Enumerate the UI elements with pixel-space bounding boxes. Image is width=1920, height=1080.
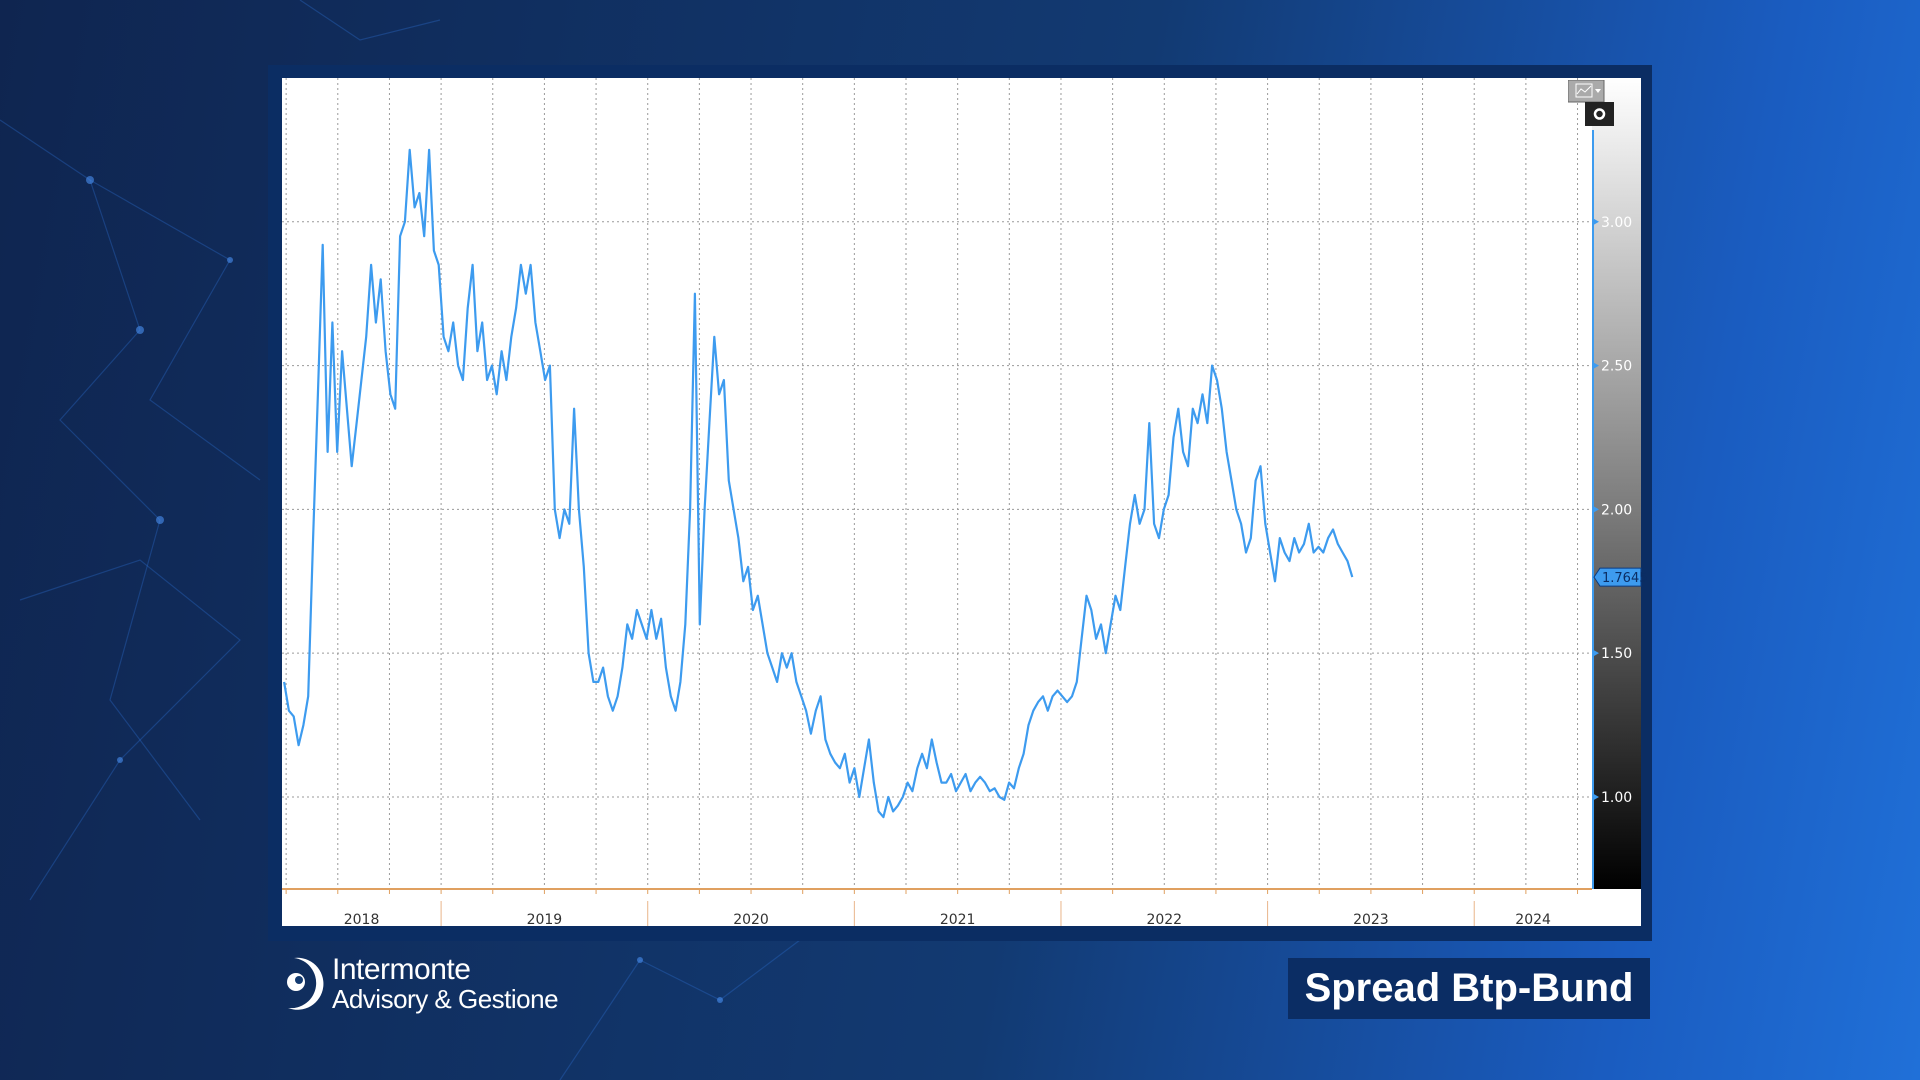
intermonte-logo: Intermonte Advisory & Gestione — [282, 953, 559, 1014]
chart-toolbar — [1567, 79, 1614, 126]
y-tick-label: 1.00 — [1601, 790, 1632, 806]
series-line-spread — [283, 148, 1354, 819]
x-tick-label: 2021 — [940, 912, 976, 928]
y-axis-strip — [1592, 78, 1641, 889]
y-tick-mark — [1592, 361, 1599, 370]
y-tick-mark — [1592, 217, 1599, 226]
logo-subtitle: Advisory & Gestione — [332, 984, 559, 1014]
x-tick-label: 2023 — [1353, 912, 1389, 928]
x-tick-label: 2020 — [733, 912, 769, 928]
chart-type-icon[interactable] — [1567, 79, 1605, 103]
intermonte-logo-icon — [287, 957, 324, 1010]
y-tick-label: 2.00 — [1601, 502, 1632, 518]
y-tick-label: 2.50 — [1601, 359, 1632, 375]
y-tick-mark — [1592, 792, 1599, 801]
x-tick-label: 2022 — [1146, 912, 1182, 928]
last-value-label: 1.7645 — [1602, 571, 1648, 586]
x-tick-label: 2018 — [344, 912, 380, 928]
plot-background — [282, 78, 1641, 926]
y-tick-mark — [1592, 649, 1599, 658]
x-tick-label: 2024 — [1515, 912, 1551, 928]
last-value-marker: 1.7645 — [1593, 567, 1648, 587]
y-tick-mark — [1592, 505, 1599, 514]
y-tick-label: 3.00 — [1601, 215, 1632, 231]
settings-icon[interactable] — [1585, 102, 1614, 126]
logo-name: Intermonte — [332, 953, 471, 986]
y-tick-label: 1.50 — [1601, 646, 1632, 662]
x-tick-label: 2019 — [527, 912, 563, 928]
chart-title: Spread Btp-Bund — [1288, 958, 1650, 1019]
